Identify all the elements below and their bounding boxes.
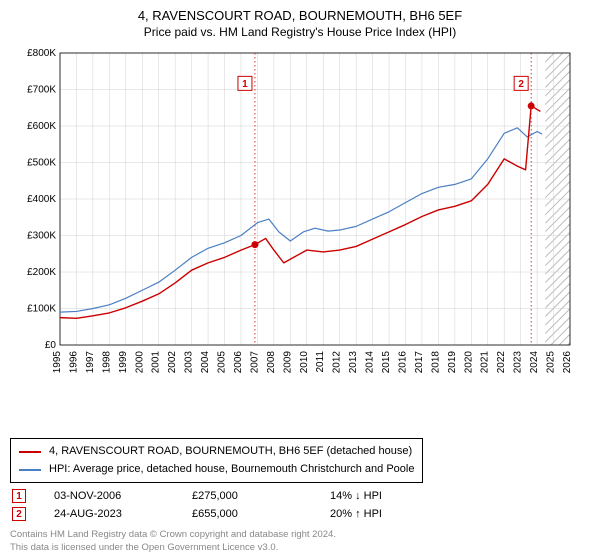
y-tick-label: £600K bbox=[27, 121, 56, 132]
x-tick-label: 1995 bbox=[52, 351, 63, 374]
x-tick-label: 2006 bbox=[233, 351, 244, 374]
y-tick-label: £400K bbox=[27, 194, 56, 205]
x-tick-label: 2020 bbox=[463, 351, 474, 374]
x-tick-label: 2017 bbox=[414, 351, 425, 374]
y-tick-label: £200K bbox=[27, 267, 56, 278]
x-tick-label: 2026 bbox=[562, 351, 573, 374]
series-property bbox=[60, 106, 540, 318]
x-tick-label: 1997 bbox=[85, 351, 96, 374]
event-row: 1 03-NOV-2006 £275,000 14% ↓ HPI bbox=[10, 489, 590, 503]
event-number-box: 1 bbox=[12, 489, 26, 503]
event-diff: 20% ↑ HPI bbox=[330, 508, 440, 520]
x-tick-label: 2001 bbox=[151, 351, 162, 374]
event-list: 1 03-NOV-2006 £275,000 14% ↓ HPI 2 24-AUG-202… bbox=[10, 489, 590, 525]
attribution: Contains HM Land Registry data © Crown c… bbox=[10, 529, 590, 554]
attribution-line-1: Contains HM Land Registry data © Crown c… bbox=[10, 529, 590, 541]
x-tick-label: 2019 bbox=[447, 351, 458, 374]
x-tick-label: 2005 bbox=[217, 351, 228, 374]
event-date: 24-AUG-2023 bbox=[54, 508, 164, 520]
legend: 4, RAVENSCOURT ROAD, BOURNEMOUTH, BH6 5E… bbox=[10, 438, 423, 483]
legend-item: HPI: Average price, detached house, Bour… bbox=[19, 461, 414, 479]
legend-swatch bbox=[19, 451, 41, 453]
event-marker-number: 1 bbox=[242, 79, 248, 90]
event-marker-number: 2 bbox=[518, 79, 524, 90]
x-tick-label: 2023 bbox=[513, 351, 524, 374]
x-tick-label: 2010 bbox=[299, 351, 310, 374]
event-price: £655,000 bbox=[192, 508, 302, 520]
series-hpi bbox=[60, 128, 542, 312]
attribution-line-2: This data is licensed under the Open Gov… bbox=[10, 542, 590, 554]
x-tick-label: 2004 bbox=[200, 351, 211, 374]
event-diff: 14% ↓ HPI bbox=[330, 490, 440, 502]
y-tick-label: £500K bbox=[27, 158, 56, 169]
x-tick-label: 2015 bbox=[381, 351, 392, 374]
x-tick-label: 1996 bbox=[68, 351, 79, 374]
y-tick-label: £800K bbox=[27, 48, 56, 59]
x-tick-label: 2003 bbox=[184, 351, 195, 374]
event-date: 03-NOV-2006 bbox=[54, 490, 164, 502]
x-tick-label: 2018 bbox=[430, 351, 441, 374]
x-tick-label: 2012 bbox=[332, 351, 343, 374]
x-tick-label: 2024 bbox=[529, 351, 540, 374]
y-tick-label: £0 bbox=[45, 340, 57, 351]
legend-item: 4, RAVENSCOURT ROAD, BOURNEMOUTH, BH6 5E… bbox=[19, 443, 414, 461]
legend-swatch bbox=[19, 469, 41, 471]
root: 4, RAVENSCOURT ROAD, BOURNEMOUTH, BH6 5E… bbox=[0, 0, 600, 560]
x-tick-label: 2007 bbox=[249, 351, 260, 374]
event-number-box: 2 bbox=[12, 507, 26, 521]
y-tick-label: £100K bbox=[27, 304, 56, 315]
y-tick-label: £300K bbox=[27, 231, 56, 242]
legend-label: 4, RAVENSCOURT ROAD, BOURNEMOUTH, BH6 5E… bbox=[49, 443, 412, 461]
legend-label: HPI: Average price, detached house, Bour… bbox=[49, 461, 414, 479]
x-tick-label: 2008 bbox=[266, 351, 277, 374]
event-price: £275,000 bbox=[192, 490, 302, 502]
x-tick-label: 2021 bbox=[480, 351, 491, 374]
x-tick-label: 2002 bbox=[167, 351, 178, 374]
x-tick-label: 2013 bbox=[348, 351, 359, 374]
x-tick-label: 2025 bbox=[546, 351, 557, 374]
x-tick-label: 1998 bbox=[101, 351, 112, 374]
page-subtitle: Price paid vs. HM Land Registry's House … bbox=[10, 25, 590, 39]
line-chart: £0 £100K £200K £300K £400K £500K £600K £700K £80… bbox=[10, 45, 586, 385]
page-title: 4, RAVENSCOURT ROAD, BOURNEMOUTH, BH6 5E… bbox=[10, 8, 590, 23]
x-tick-label: 2000 bbox=[134, 351, 145, 374]
x-tick-label: 1999 bbox=[118, 351, 129, 374]
event-row: 2 24-AUG-2023 £655,000 20% ↑ HPI bbox=[10, 507, 590, 521]
x-tick-label: 2014 bbox=[365, 351, 376, 374]
x-tick-label: 2016 bbox=[397, 351, 408, 374]
x-tick-label: 2009 bbox=[282, 351, 293, 374]
x-tick-label: 2022 bbox=[496, 351, 507, 374]
x-tick-label: 2011 bbox=[315, 351, 326, 373]
chart-area: £0 £100K £200K £300K £400K £500K £600K £700K £80… bbox=[10, 45, 590, 432]
y-tick-label: £700K bbox=[27, 85, 56, 96]
